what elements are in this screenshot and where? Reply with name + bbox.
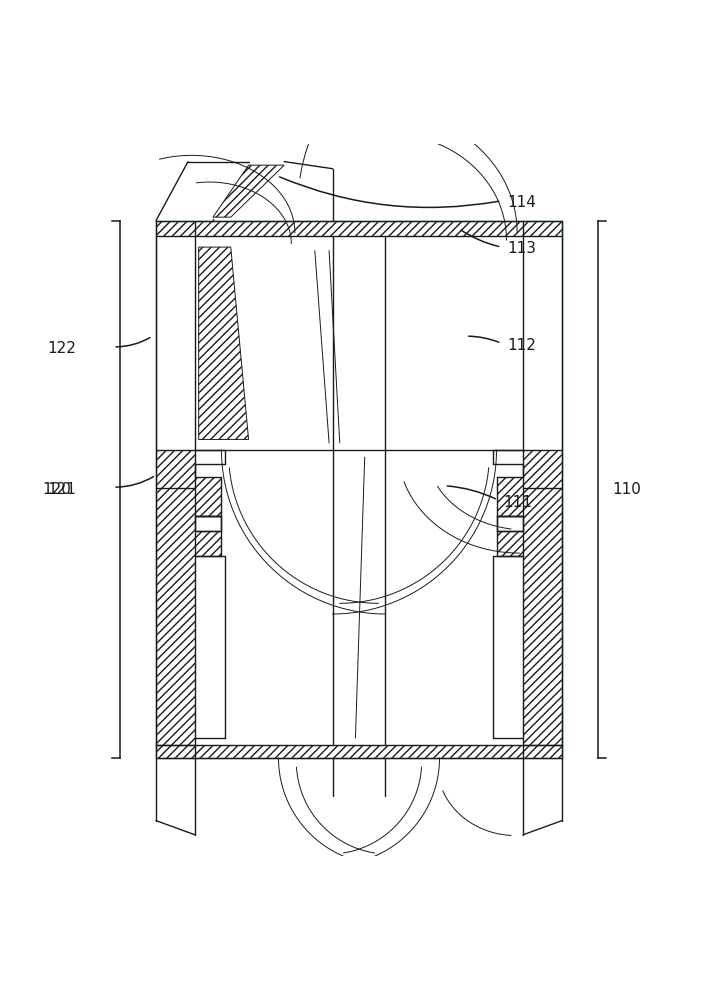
Text: 112: 112 bbox=[507, 338, 536, 353]
Bar bbox=[195, 516, 221, 556]
Text: 122: 122 bbox=[47, 341, 76, 356]
Bar bbox=[156, 488, 195, 745]
Bar bbox=[497, 477, 523, 516]
Bar bbox=[497, 516, 523, 556]
Text: 120: 120 bbox=[42, 482, 71, 497]
Bar bbox=[195, 477, 221, 516]
Bar bbox=[195, 516, 221, 531]
Bar bbox=[497, 516, 523, 531]
Text: 110: 110 bbox=[612, 482, 640, 497]
Bar bbox=[156, 450, 195, 488]
Bar bbox=[156, 745, 562, 758]
Bar bbox=[156, 221, 562, 236]
Bar bbox=[523, 450, 562, 488]
Text: 111: 111 bbox=[503, 495, 533, 510]
Text: 113: 113 bbox=[507, 241, 536, 256]
Text: 114: 114 bbox=[507, 195, 536, 210]
Text: 121: 121 bbox=[47, 482, 76, 497]
Bar bbox=[523, 488, 562, 745]
